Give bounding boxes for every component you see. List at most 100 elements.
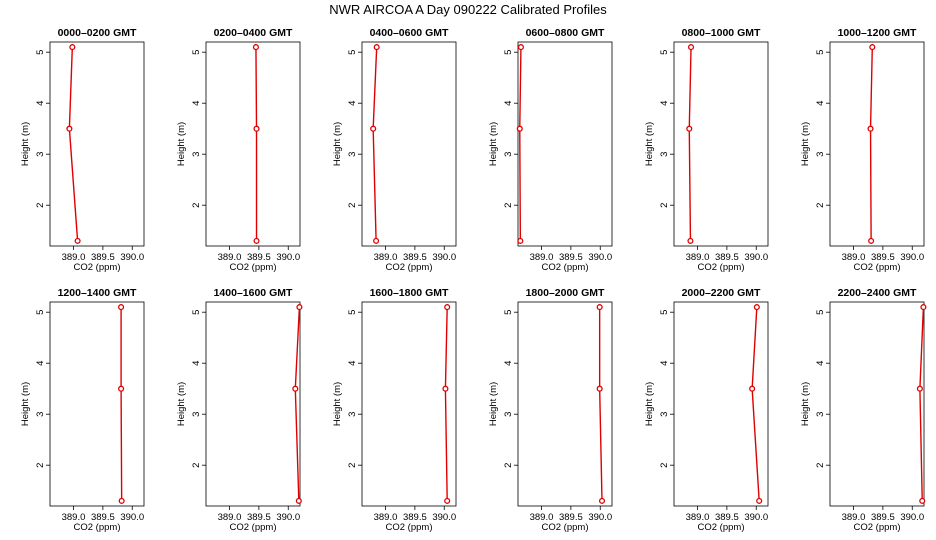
data-point [749,385,756,392]
panel: 1200–1400 GMT 389.0 389.5 390.0 2 3 4 5 CO2 (ppm… [20,287,145,533]
data-point [444,497,451,504]
y-tick-label: 2 [815,463,826,468]
panel: 0000–0200 GMT 389.0 389.5 390.0 2 3 4 5 CO2 (ppm… [20,27,145,273]
y-tick-label: 3 [347,152,358,157]
y-tick-label: 4 [35,101,46,106]
panel-title: 0200–0400 GMT [214,27,293,39]
data-point [916,385,923,392]
data-point [598,497,606,504]
panel-title: 2200–2400 GMT [838,287,917,299]
panel-title: 1200–1400 GMT [58,287,137,299]
y-tick-label: 2 [659,463,670,468]
data-point [295,497,302,504]
y-tick-label: 4 [191,101,202,106]
x-axis-label: CO2 (ppm) [74,262,121,273]
data-point [444,304,451,311]
profile-line [751,307,760,501]
data-point [118,497,125,504]
data-point [66,125,73,132]
y-axis-label: Height (m) [332,122,343,166]
y-tick-label: 5 [191,310,202,315]
profile-line [68,47,79,241]
y-axis-label: Height (m) [176,122,187,166]
y-axis-label: Height (m) [332,382,343,426]
panel: 1800–2000 GMT 389.0 389.5 390.0 2 3 4 5 CO2 (ppm… [488,287,613,533]
plot-frame [829,301,925,507]
y-tick-label: 2 [191,463,202,468]
data-point [919,497,926,504]
data-point [74,237,81,244]
panel: 1600–1800 GMT 389.0 389.5 390.0 2 3 4 5 CO2 (ppm… [332,287,457,533]
data-point [868,237,875,244]
x-tick-label: 389.5 [715,512,739,523]
y-tick-label: 4 [659,101,670,106]
y-tick-label: 3 [815,412,826,417]
x-axis-label: CO2 (ppm) [698,522,745,533]
x-tick-label: 389.5 [559,512,583,523]
plot-frame [517,41,613,247]
y-axis-label: Height (m) [800,122,811,166]
y-tick-label: 5 [815,310,826,315]
data-point [687,237,694,244]
panel-grid: 0000–0200 GMT 389.0 389.5 390.0 2 3 4 5 CO2 (ppm… [20,27,927,533]
panel: 0600–0800 GMT 389.0 389.5 390.0 2 3 4 5 CO2 (ppm… [488,27,613,273]
x-tick-label: 389.0 [686,252,710,263]
x-tick-label: 390.0 [900,252,924,263]
panel: 0800–1000 GMT 389.0 389.5 390.0 2 3 4 5 CO2 (ppm… [644,27,769,273]
x-tick-label: 390.0 [900,512,924,523]
panel: 1400–1600 GMT 389.0 389.5 390.0 2 3 4 5 CO2 (ppm… [176,287,303,533]
x-axis-label: CO2 (ppm) [74,522,121,533]
plot-frame [517,301,613,507]
x-tick-label: 390.0 [588,512,612,523]
x-tick-label: 389.0 [530,252,554,263]
x-tick-label: 390.0 [744,512,768,523]
data-point [869,44,876,51]
plot-frame [205,301,301,507]
y-axis-label: Height (m) [20,122,31,166]
x-tick-label: 390.0 [744,252,768,263]
profile-line [919,307,925,501]
y-tick-label: 3 [503,412,514,417]
x-tick-label: 390.0 [120,512,144,523]
x-axis-label: CO2 (ppm) [542,522,589,533]
x-tick-label: 389.0 [218,252,242,263]
x-tick-label: 389.5 [871,512,895,523]
y-axis-label: Height (m) [488,382,499,426]
plot-frame [673,41,769,247]
y-tick-label: 3 [35,152,46,157]
panel-title: 1600–1800 GMT [370,287,449,299]
profile-line [372,47,378,241]
panel-title: 0000–0200 GMT [58,27,137,39]
x-axis-label: CO2 (ppm) [854,262,901,273]
figure-title: NWR AIRCOA A Day 090222 Calibrated Profi… [329,2,607,17]
data-point [253,237,260,244]
panel-title: 0400–0600 GMT [370,27,449,39]
data-point [69,44,76,51]
x-tick-label: 389.5 [871,252,895,263]
panel: 1000–1200 GMT 389.0 389.5 390.0 2 3 4 5 CO2 (ppm… [800,27,925,273]
data-point [517,237,524,244]
x-tick-label: 390.0 [120,252,144,263]
profile-line [120,307,123,501]
x-tick-label: 389.0 [530,512,554,523]
panel: 0400–0600 GMT 389.0 389.5 390.0 2 3 4 5 CO2 (ppm… [332,27,457,273]
x-axis-label: CO2 (ppm) [698,262,745,273]
y-tick-label: 3 [347,412,358,417]
data-point [516,125,523,132]
y-tick-label: 5 [659,310,670,315]
panel: 2000–2200 GMT 389.0 389.5 390.0 2 3 4 5 CO2 (ppm… [644,287,769,533]
x-tick-label: 389.5 [247,252,271,263]
x-tick-label: 389.5 [715,252,739,263]
x-tick-label: 389.5 [403,512,427,523]
y-tick-label: 4 [347,361,358,366]
x-axis-label: CO2 (ppm) [542,262,589,273]
y-tick-label: 4 [191,361,202,366]
x-tick-label: 390.0 [276,512,300,523]
data-point [753,304,760,311]
y-tick-label: 3 [815,152,826,157]
x-tick-label: 389.5 [559,252,583,263]
y-tick-label: 5 [35,310,46,315]
data-point [867,125,874,132]
y-axis-label: Height (m) [488,122,499,166]
